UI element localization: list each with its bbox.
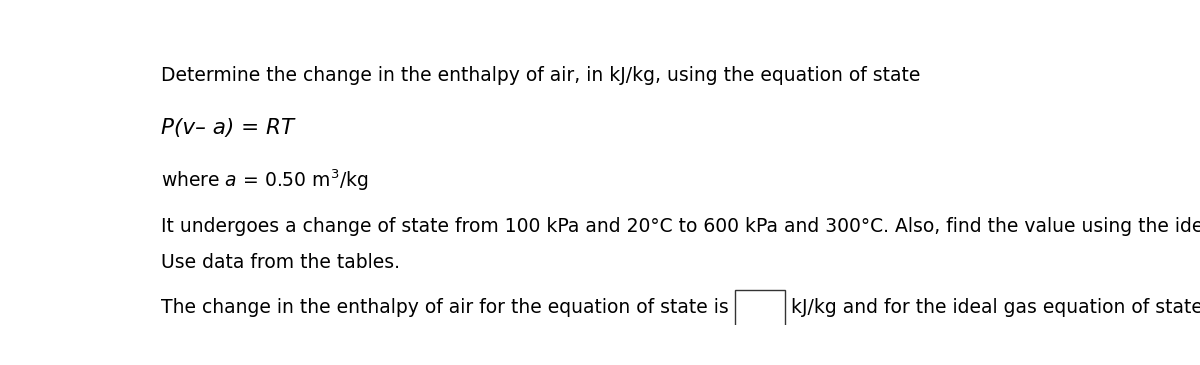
Text: where $a$ = 0.50 m$^3$/kg: where $a$ = 0.50 m$^3$/kg — [161, 168, 368, 193]
Text: Determine the change in the enthalpy of air, in kJ/kg, using the equation of sta: Determine the change in the enthalpy of … — [161, 66, 920, 85]
Text: P(v– a) = RT: P(v– a) = RT — [161, 118, 294, 138]
Text: The change in the enthalpy of air for the equation of state is: The change in the enthalpy of air for th… — [161, 298, 734, 317]
FancyBboxPatch shape — [734, 290, 785, 343]
Text: kJ/kg and for the ideal gas equation of state is: kJ/kg and for the ideal gas equation of … — [785, 298, 1200, 317]
Text: Use data from the tables.: Use data from the tables. — [161, 253, 400, 272]
Text: It undergoes a change of state from 100 kPa and 20°C to 600 kPa and 300°C. Also,: It undergoes a change of state from 100 … — [161, 217, 1200, 236]
